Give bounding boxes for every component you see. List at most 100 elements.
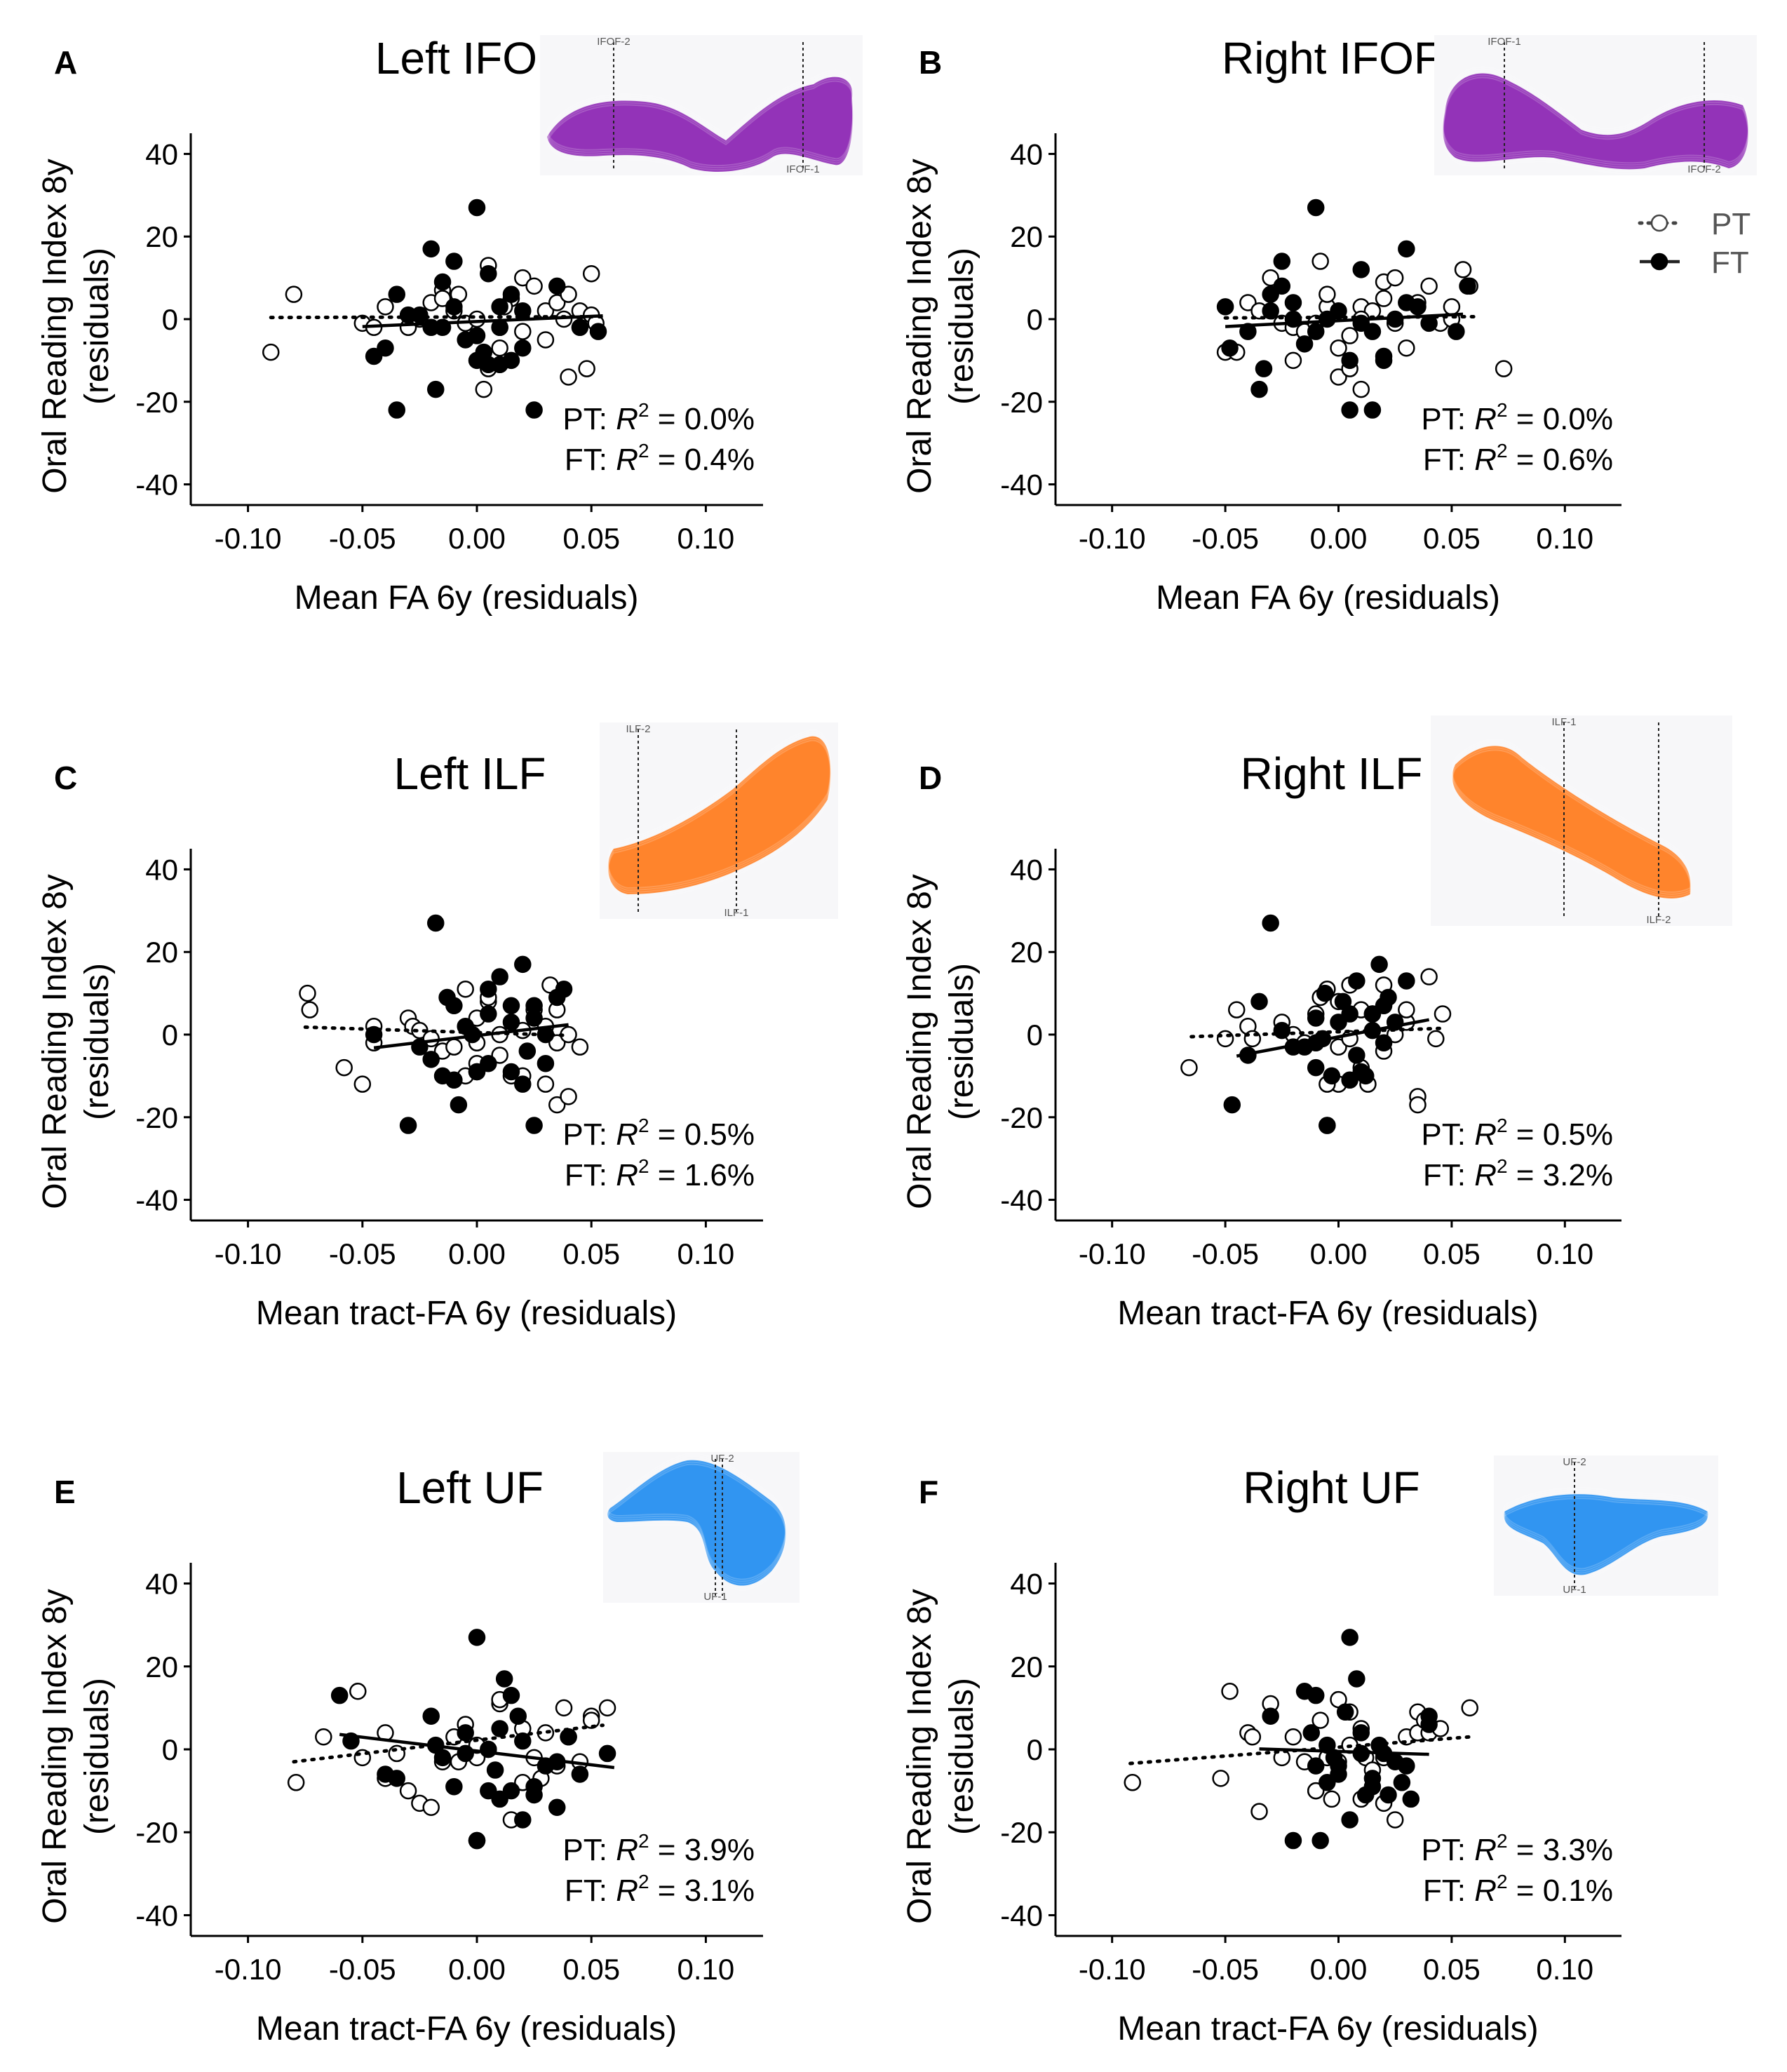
pt-point <box>475 380 493 398</box>
panel-d: D Right ILF ILF-1 ILF-2 40 20 0 -20 -40 -0.10 -0.0… <box>901 715 1732 1332</box>
r2-group: FT: <box>565 1158 616 1192</box>
x-tick-label: 0.10 <box>1536 1237 1593 1270</box>
pt-point <box>548 294 566 311</box>
tract-fibers <box>607 737 832 898</box>
tract-cut-label: ILF-2 <box>1646 914 1671 926</box>
panel-letter: F <box>919 1474 938 1510</box>
ft-point <box>1311 1831 1329 1850</box>
ft-point <box>426 914 445 932</box>
x-axis-label: Mean tract-FA 6y (residuals) <box>1117 2010 1538 2047</box>
pt-point <box>1427 1030 1445 1048</box>
ft-point <box>1336 1703 1354 1721</box>
y-tick-label: -40 <box>135 469 178 502</box>
tract-shape <box>1443 73 1749 170</box>
r2-symbol: R <box>616 402 638 436</box>
r2-group: PT: <box>1421 1833 1474 1867</box>
ft-point <box>388 401 406 419</box>
pt-point <box>1216 1030 1234 1048</box>
legend: PT FT <box>1638 207 1751 280</box>
pt-point <box>1454 261 1472 278</box>
ft-point <box>1356 1067 1375 1085</box>
tract-fibers <box>607 1459 787 1587</box>
ft-point <box>1262 285 1279 303</box>
ft-point <box>1459 277 1476 295</box>
y-axis-label: Oral Reading Index 8y <box>36 159 74 494</box>
tract-fibers <box>1503 1493 1709 1576</box>
y-axis-label: Oral Reading Index 8y <box>901 1589 938 1924</box>
r2-group: FT: <box>1423 443 1474 477</box>
pt-point <box>560 1088 577 1105</box>
ft-point <box>1352 261 1370 278</box>
x-tick-label: -0.05 <box>329 1237 396 1270</box>
tract-cut-label: IFOF-2 <box>1687 163 1721 175</box>
legend-label: FT <box>1711 245 1749 280</box>
ft-point <box>433 273 452 291</box>
pt-point <box>1323 1790 1341 1808</box>
pt-point <box>349 1682 367 1700</box>
pt-point <box>537 331 555 349</box>
panel-letter: C <box>54 760 77 796</box>
panel-title: Left UF <box>396 1462 544 1513</box>
ft-point <box>422 240 440 258</box>
y-axis-label: Oral Reading Index 8y <box>36 1589 74 1924</box>
ft-point <box>1398 240 1415 258</box>
r2-annotation: PT: R2 = 0.5% <box>562 1115 755 1152</box>
panel-title: Right ILF <box>1241 748 1423 799</box>
ft-point <box>1216 298 1234 316</box>
pt-point <box>285 285 303 303</box>
ft-point <box>1363 1005 1382 1023</box>
ft-point <box>1262 1707 1279 1725</box>
pt-point <box>422 1798 440 1817</box>
ft-point <box>525 1009 543 1027</box>
pt-point <box>491 1047 508 1064</box>
r2-value: = 3.2% <box>1508 1158 1613 1192</box>
series-pt <box>287 1682 616 1829</box>
tract-cut-label: IFOF-1 <box>786 163 820 175</box>
ft-point <box>495 1670 513 1688</box>
x-tick-label: 0.10 <box>1536 522 1593 555</box>
tract-fibers <box>1503 1487 1709 1570</box>
ft-point <box>480 1005 497 1023</box>
r2-annotation: FT: R2 = 0.6% <box>1423 440 1613 477</box>
x-tick-label: 0.10 <box>1536 1953 1593 1986</box>
ft-point <box>1393 1774 1411 1791</box>
ft-point <box>1341 1071 1358 1089</box>
x-tick-label: -0.10 <box>1079 1953 1146 1986</box>
r2-value: = 0.5% <box>649 1117 755 1152</box>
r2-annotation: FT: R2 = 3.2% <box>1423 1155 1613 1192</box>
ft-point <box>1273 253 1291 270</box>
r2-group: PT: <box>1421 1117 1474 1152</box>
tract-fibers <box>1442 66 1750 164</box>
ft-point <box>1409 298 1427 316</box>
ft-point <box>525 1786 543 1804</box>
ft-point <box>1262 914 1279 932</box>
series-ft <box>365 199 607 419</box>
ft-point <box>480 264 497 283</box>
y-axis-label: Oral Reading Index 8y <box>901 159 938 494</box>
tract-fibers <box>607 739 832 900</box>
pt-point <box>560 285 577 303</box>
tract-shape <box>547 76 854 172</box>
y-axis-label-sub: (residuals) <box>79 248 116 405</box>
panel-letter: A <box>54 44 77 81</box>
ft-point <box>1341 401 1358 419</box>
ft-fit-line <box>373 1023 569 1050</box>
y-axis-label: Oral Reading Index 8y <box>901 874 938 1209</box>
pt-point <box>468 310 486 328</box>
tract-fibers <box>1442 74 1750 173</box>
ft-point <box>502 285 520 303</box>
pt-point <box>353 1075 372 1093</box>
ft-point <box>502 351 520 370</box>
ft-point <box>445 997 463 1015</box>
ft-point <box>514 955 532 974</box>
r2-superscript: 2 <box>638 440 649 462</box>
tract-fibers <box>607 1453 787 1580</box>
ft-point <box>377 339 394 357</box>
pt-point <box>1307 1782 1325 1800</box>
x-tick-label: 0.05 <box>562 1953 620 1986</box>
pt-point <box>1386 269 1404 287</box>
r2-annotation: FT: R2 = 0.1% <box>1423 1871 1613 1908</box>
ft-point <box>1316 984 1334 1002</box>
ft-point <box>1255 360 1273 377</box>
pt-point <box>1420 277 1438 295</box>
